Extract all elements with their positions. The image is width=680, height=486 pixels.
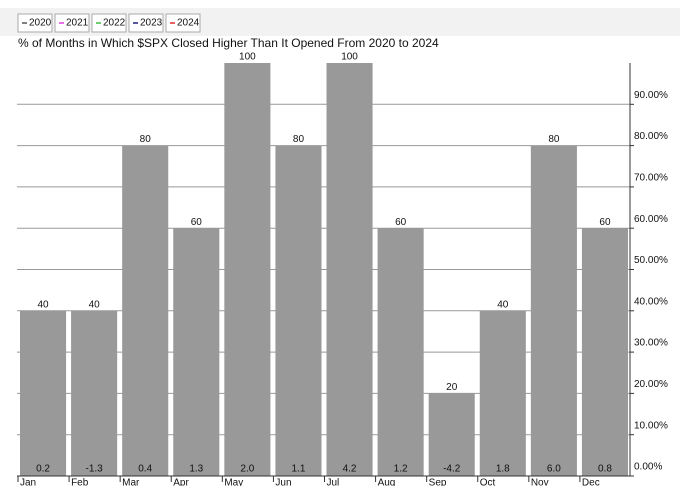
chart-title: % of Months in Which $SPX Closed Higher … xyxy=(18,36,439,50)
value-label: 40 xyxy=(497,299,509,310)
value-label: 40 xyxy=(37,299,49,310)
bar xyxy=(581,228,628,476)
legend-item[interactable] xyxy=(165,13,201,33)
x-tick-label: Feb xyxy=(71,478,89,486)
legend-label: 2023 xyxy=(140,18,163,29)
y-tick-label: 80.00% xyxy=(634,131,668,142)
y-tick-label: 60.00% xyxy=(634,214,668,225)
inner-label: -1.3 xyxy=(86,464,104,475)
legend-item[interactable] xyxy=(17,13,53,33)
bar xyxy=(479,310,526,476)
inner-label: 4.2 xyxy=(343,464,357,475)
value-label: 80 xyxy=(140,134,152,145)
value-label: 60 xyxy=(395,217,407,228)
inner-label: 0.2 xyxy=(36,464,50,475)
inner-label: 2.0 xyxy=(240,464,254,475)
legend-label: 2024 xyxy=(177,18,200,29)
y-tick-label: 30.00% xyxy=(634,338,668,349)
bar xyxy=(326,63,373,476)
x-tick-label: Dec xyxy=(582,478,600,486)
legend-label: 2020 xyxy=(29,18,52,29)
x-tick-label: Oct xyxy=(480,478,496,486)
y-tick-label: 90.00% xyxy=(634,90,668,101)
bar xyxy=(20,310,67,476)
x-tick-label: Sep xyxy=(429,478,447,486)
value-label: 40 xyxy=(89,299,101,310)
y-tick-label: 50.00% xyxy=(634,255,668,266)
inner-label: 6.0 xyxy=(547,464,561,475)
x-tick-label: May xyxy=(224,478,243,486)
x-tick-label: Apr xyxy=(173,478,189,486)
x-tick-label: Nov xyxy=(531,478,549,486)
legend-item[interactable] xyxy=(54,13,90,33)
y-tick-label: 70.00% xyxy=(634,173,668,184)
bar xyxy=(71,310,118,476)
value-label: 60 xyxy=(191,217,203,228)
bar xyxy=(275,145,322,476)
value-label: 20 xyxy=(446,382,458,393)
y-tick-label: 10.00% xyxy=(634,420,668,431)
value-label: 80 xyxy=(293,134,305,145)
value-label: 100 xyxy=(341,52,358,63)
bar xyxy=(377,228,424,476)
inner-label: 1.2 xyxy=(394,464,408,475)
value-label: 100 xyxy=(239,52,256,63)
bar xyxy=(122,145,169,476)
inner-label: 1.8 xyxy=(496,464,510,475)
x-tick-label: Jun xyxy=(275,478,291,486)
x-tick-label: Mar xyxy=(122,478,140,486)
inner-label: 0.4 xyxy=(138,464,152,475)
value-label: 80 xyxy=(548,134,560,145)
bar xyxy=(530,145,577,476)
x-tick-label: Jul xyxy=(327,478,340,486)
legend-item[interactable] xyxy=(91,13,127,33)
bar xyxy=(173,228,220,476)
y-tick-label: 0.00% xyxy=(634,462,662,473)
x-tick-label: Jan xyxy=(20,478,36,486)
inner-label: -4.2 xyxy=(443,464,461,475)
x-tick-label: Aug xyxy=(378,478,396,486)
legend-label: 2021 xyxy=(66,18,89,29)
value-label: 60 xyxy=(599,217,611,228)
inner-label: 0.8 xyxy=(598,464,612,475)
legend-item[interactable] xyxy=(128,13,164,33)
bar xyxy=(428,393,475,476)
y-tick-label: 20.00% xyxy=(634,379,668,390)
inner-label: 1.1 xyxy=(292,464,306,475)
y-tick-label: 40.00% xyxy=(634,296,668,307)
legend-label: 2022 xyxy=(103,18,126,29)
inner-label: 1.3 xyxy=(189,464,203,475)
bar xyxy=(224,63,271,476)
